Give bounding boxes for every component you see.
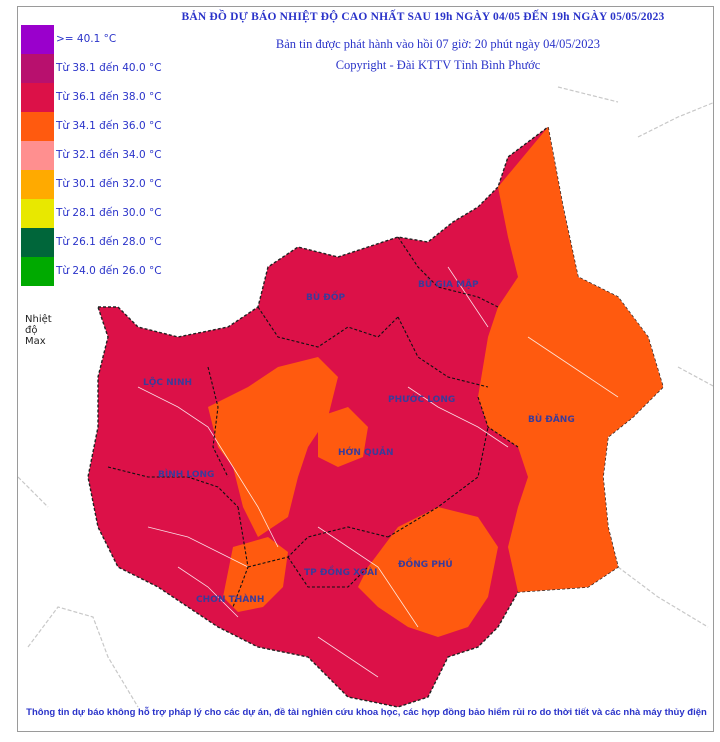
map-title: BẢN ĐỒ DỰ BÁO NHIỆT ĐỘ CAO NHẤT SAU 19h … [181, 11, 665, 23]
legend-item: Từ 28.1 đến 30.0 °C [21, 199, 191, 228]
legend-label: Từ 36.1 đến 38.0 °C [56, 91, 162, 103]
legend-swatch [21, 257, 54, 286]
label-bu-dang: BÙ ĐĂNG [528, 413, 575, 425]
issue-time: Bản tin được phát hành vào hồi 07 giờ: 2… [275, 37, 601, 51]
legend-item: Từ 32.1 đến 34.0 °C [21, 141, 191, 170]
province-map: BÙ ĐỐP BÙ GIA MẬP LỘC NINH PHƯỚC LONG BÙ… [18, 86, 713, 708]
legend-swatch [21, 199, 54, 228]
legend-label: Từ 26.1 đến 28.0 °C [56, 236, 162, 248]
label-chon-thanh: CHƠN THÀNH [196, 593, 264, 605]
legend-label: Từ 32.1 đến 34.0 °C [56, 149, 162, 161]
orange-zone-centre-2 [318, 407, 368, 467]
legend-item: Từ 26.1 đến 28.0 °C [21, 228, 191, 257]
legend-item: Từ 30.1 đến 32.0 °C [21, 170, 191, 199]
outer-border-line [18, 86, 713, 708]
legend-label: Từ 28.1 đến 30.0 °C [56, 207, 162, 219]
legend-item: Từ 38.1 đến 40.0 °C [21, 54, 191, 83]
orange-zone-centre [208, 357, 338, 537]
legend-swatch [21, 112, 54, 141]
legend-label: Từ 30.1 đến 32.0 °C [56, 178, 162, 190]
label-hon-quan: HỚN QUẢN [338, 446, 394, 458]
legend-label: Từ 34.1 đến 36.0 °C [56, 120, 162, 132]
legend-item: Từ 24.0 đến 26.0 °C [21, 257, 191, 286]
label-bu-gia-map: BÙ GIA MẬP [418, 278, 479, 290]
legend-item: >= 40.1 °C [21, 25, 191, 54]
legend-swatch [21, 25, 54, 54]
legend-swatch [21, 83, 54, 112]
label-phuoc-long: PHƯỚC LONG [388, 393, 455, 405]
legend-item: Từ 34.1 đến 36.0 °C [21, 112, 191, 141]
legend-swatch [21, 228, 54, 257]
river-network [137, 266, 619, 678]
legend-swatch [21, 141, 54, 170]
legend-item: Từ 36.1 đến 38.0 °C [21, 83, 191, 112]
legend-label: Từ 24.0 đến 26.0 °C [56, 265, 162, 277]
disclaimer: Thông tin dự báo không hỗ trợ pháp lý ch… [26, 707, 707, 718]
legend-swatch [21, 54, 54, 83]
orange-zone-east [478, 127, 663, 592]
label-loc-ninh: LỘC NINH [143, 377, 192, 388]
legend-label: >= 40.1 °C [56, 33, 117, 45]
label-binh-long: BÌNH LONG [158, 468, 214, 480]
orange-zone-south [358, 507, 498, 637]
district-boundaries [107, 236, 519, 608]
legend-swatch [21, 170, 54, 199]
label-bu-dop: BÙ ĐỐP [306, 290, 345, 303]
copyright: Copyright - Đài KTTV Tỉnh Bình Phước [335, 58, 541, 72]
label-dong-xoai: TP ĐỒNG XOÀI [304, 565, 377, 578]
orange-zone-southwest [223, 537, 288, 612]
legend-label: Từ 38.1 đến 40.0 °C [56, 62, 162, 74]
map-frame: BÙ ĐỐP BÙ GIA MẬP LỘC NINH PHƯỚC LONG BÙ… [17, 6, 714, 732]
legend-caption: Nhiệt độ Max [25, 314, 52, 347]
label-dong-phu: ĐỒNG PHÚ [398, 557, 453, 570]
